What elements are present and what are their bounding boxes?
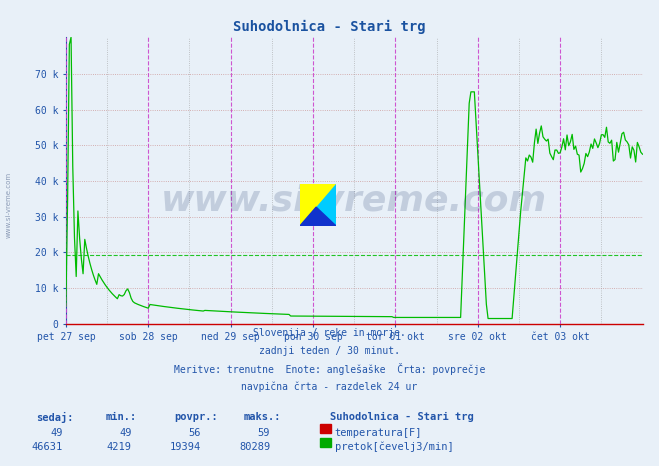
Text: Suhodolnica - Stari trg: Suhodolnica - Stari trg: [330, 412, 473, 423]
Text: 56: 56: [188, 428, 201, 438]
Text: temperatura[F]: temperatura[F]: [335, 428, 422, 438]
Text: 59: 59: [258, 428, 270, 438]
Text: zadnji teden / 30 minut.: zadnji teden / 30 minut.: [259, 346, 400, 356]
Text: Suhodolnica - Stari trg: Suhodolnica - Stari trg: [233, 20, 426, 34]
Text: maks.:: maks.:: [244, 412, 281, 422]
Text: www.si-vreme.com: www.si-vreme.com: [5, 172, 12, 238]
Text: sedaj:: sedaj:: [36, 412, 74, 424]
Polygon shape: [300, 184, 336, 226]
Text: 46631: 46631: [32, 442, 63, 452]
Text: 19394: 19394: [170, 442, 201, 452]
Text: 4219: 4219: [107, 442, 132, 452]
Text: Meritve: trenutne  Enote: anglešaške  Črta: povprečje: Meritve: trenutne Enote: anglešaške Črta…: [174, 363, 485, 376]
Text: 49: 49: [50, 428, 63, 438]
Text: pretok[čevelj3/min]: pretok[čevelj3/min]: [335, 442, 453, 452]
Text: 49: 49: [119, 428, 132, 438]
Polygon shape: [300, 184, 336, 226]
Text: www.si-vreme.com: www.si-vreme.com: [161, 184, 547, 218]
Text: Slovenija / reke in morje.: Slovenija / reke in morje.: [253, 328, 406, 338]
Text: navpična črta - razdelek 24 ur: navpična črta - razdelek 24 ur: [241, 381, 418, 392]
Text: 80289: 80289: [239, 442, 270, 452]
Text: min.:: min.:: [105, 412, 136, 422]
Polygon shape: [300, 207, 336, 226]
Text: povpr.:: povpr.:: [175, 412, 218, 422]
